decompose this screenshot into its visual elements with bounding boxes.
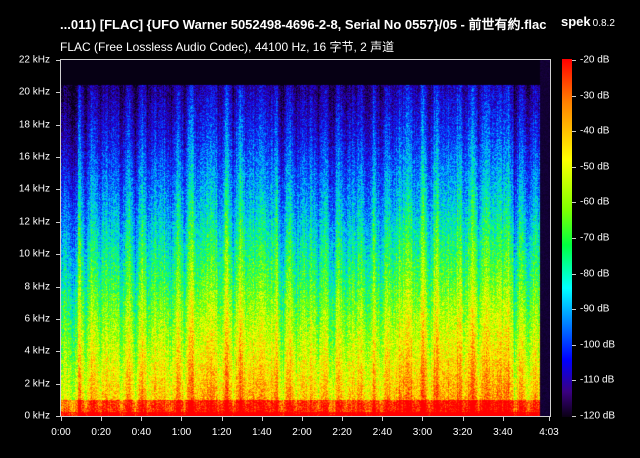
time-tick-label: 1:40 [252, 427, 272, 438]
time-tick-label: 0:20 [91, 427, 111, 438]
time-tick-label: 2:40 [372, 427, 393, 438]
time-tick [141, 417, 143, 421]
db-tick [572, 309, 576, 311]
time-tick [301, 417, 303, 421]
db-tick-label: -120 dB [580, 410, 616, 422]
app-name: spek 0.8.2 [561, 14, 615, 29]
db-tick [572, 166, 576, 168]
db-tick-label: -90 dB [580, 303, 610, 315]
frequency-tick-label: 20 kHz [18, 86, 50, 98]
frequency-tick-label: 12 kHz [18, 216, 50, 228]
db-tick [572, 131, 576, 133]
db-colorbar [562, 59, 572, 417]
frequency-tick [56, 92, 60, 94]
db-tick [572, 202, 576, 204]
time-tick [181, 417, 183, 421]
time-tick-label: 1:00 [171, 427, 192, 438]
db-tick [572, 380, 576, 382]
db-tick [572, 344, 576, 346]
frequency-tick [56, 254, 60, 256]
time-tick [61, 417, 62, 421]
frequency-tick-label: 22 kHz [18, 54, 50, 66]
frequency-tick-label: 0 kHz [24, 410, 50, 422]
frequency-tick [56, 157, 60, 159]
frequency-tick-label: 2 kHz [24, 378, 50, 390]
frequency-tick-label: 10 kHz [18, 248, 50, 260]
time-tick-label: 0:40 [131, 427, 152, 438]
time-tick [462, 417, 464, 421]
time-tick-label: 3:40 [493, 427, 513, 438]
frequency-tick [56, 383, 60, 385]
time-tick [342, 417, 344, 421]
db-tick-label: -100 dB [580, 339, 616, 351]
time-tick [221, 417, 223, 421]
frequency-tick-label: 14 kHz [18, 183, 50, 195]
app-name-label: spek [561, 14, 591, 29]
frequency-tick-label: 8 kHz [24, 281, 50, 293]
db-tick-label: -80 dB [580, 268, 610, 280]
frequency-tick [56, 189, 60, 191]
db-tick-label: -20 dB [580, 54, 610, 66]
file-title: ...011) [FLAC] {UFO Warner 5052498-4696-… [60, 17, 547, 32]
frequency-tick [56, 351, 60, 353]
db-tick [572, 416, 576, 417]
time-tick [101, 417, 103, 421]
frequency-tick [56, 60, 60, 61]
time-tick-label: 4:03 [539, 427, 559, 438]
time-tick [502, 417, 504, 421]
db-tick-label: -110 dB [580, 374, 615, 386]
time-tick-label: 3:00 [412, 427, 433, 438]
spectrogram-plot [60, 59, 551, 417]
frequency-tick [56, 416, 60, 417]
time-tick-label: 2:20 [332, 427, 352, 438]
frequency-tick-label: 6 kHz [24, 313, 50, 325]
db-tick-label: -50 dB [580, 161, 610, 173]
spectrogram-canvas [61, 60, 550, 416]
frequency-tick [56, 124, 60, 126]
frequency-tick-label: 4 kHz [24, 345, 50, 357]
frequency-tick [56, 318, 60, 320]
time-tick [261, 417, 263, 421]
db-tick-label: -70 dB [580, 232, 610, 244]
frequency-tick-label: 18 kHz [18, 119, 50, 131]
stream-info: FLAC (Free Lossless Audio Codec), 44100 … [60, 40, 395, 54]
frequency-tick [56, 286, 60, 288]
time-tick-label: 1:20 [211, 427, 232, 438]
db-tick [572, 60, 576, 61]
frequency-tick [56, 221, 60, 223]
app-version: 0.8.2 [592, 18, 615, 29]
frequency-tick-label: 16 kHz [18, 151, 50, 163]
time-tick [549, 417, 550, 421]
db-tick [572, 273, 576, 275]
db-tick [572, 95, 576, 97]
time-tick-label: 3:20 [452, 427, 473, 438]
db-tick [572, 238, 576, 239]
time-tick-label: 2:00 [292, 427, 312, 438]
time-tick-label: 0:00 [51, 427, 71, 438]
db-tick-label: -40 dB [580, 125, 610, 137]
time-tick [422, 417, 424, 421]
db-tick-label: -30 dB [580, 90, 610, 102]
time-tick [382, 417, 384, 421]
db-tick-label: -60 dB [580, 196, 610, 208]
